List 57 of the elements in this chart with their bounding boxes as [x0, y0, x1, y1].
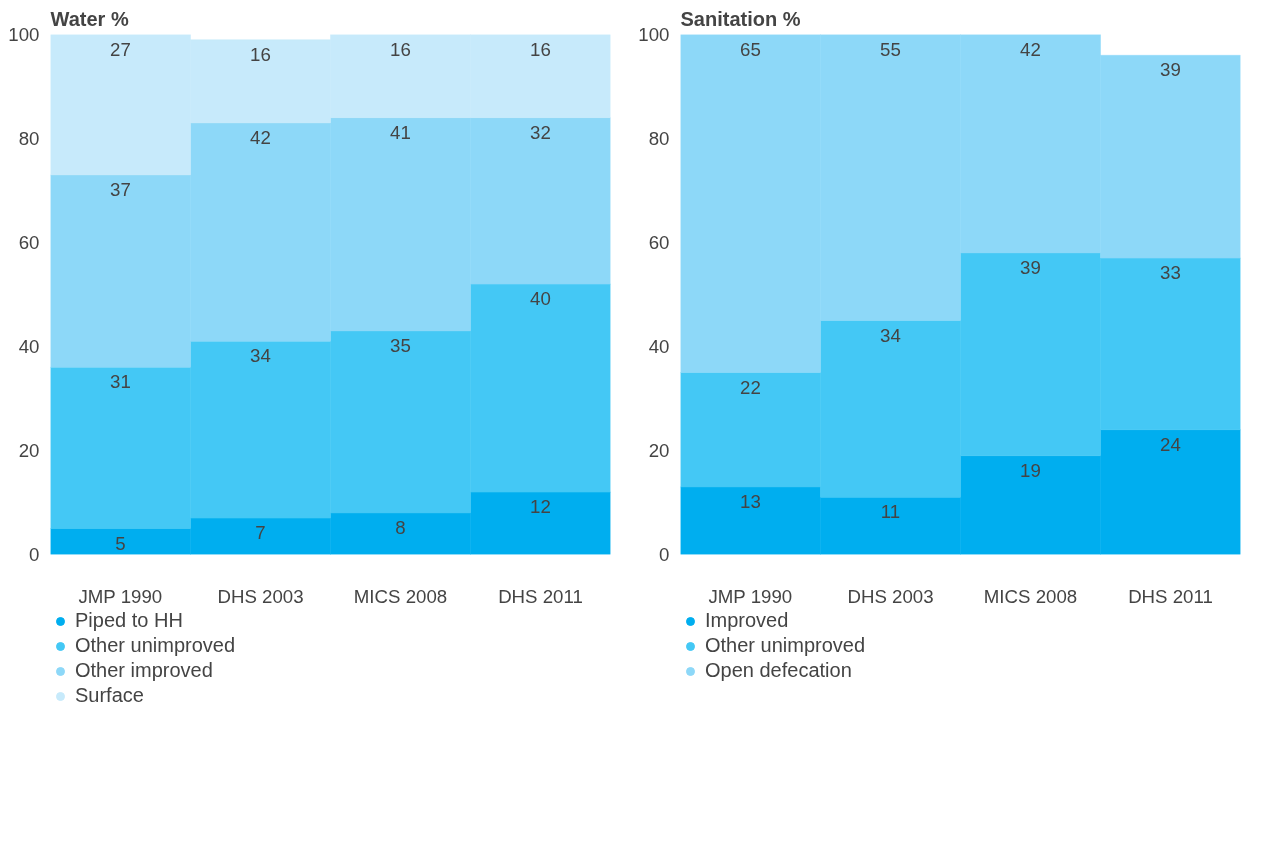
y-tick-label: 80 [18, 128, 40, 149]
data-label: 22 [740, 376, 761, 398]
chart-title: Water % [50, 7, 129, 30]
y-tick-label: 60 [18, 232, 40, 253]
data-label: 8 [395, 516, 406, 538]
data-label: 40 [530, 288, 551, 310]
data-label: 65 [740, 38, 761, 60]
x-tick-label: DHS 2011 [1128, 585, 1213, 607]
legend-label: Other unimproved [75, 634, 236, 657]
x-tick-label: DHS 2003 [217, 585, 304, 607]
y-tick-label: 100 [638, 24, 670, 45]
data-label: 34 [250, 345, 271, 367]
y-tick-label: 0 [29, 544, 40, 565]
legend-label: Other unimproved [705, 634, 866, 657]
data-label: 55 [880, 38, 901, 60]
x-tick-label: MICS 2008 [353, 585, 448, 607]
data-label: 41 [390, 121, 411, 143]
y-tick-label: 100 [8, 24, 40, 45]
data-label: 27 [110, 38, 131, 60]
y-tick-label: 80 [648, 128, 670, 149]
y-tick-label: 20 [18, 440, 40, 461]
legend-label: Surface [75, 684, 144, 707]
legend-label: Improved [705, 609, 789, 632]
data-label: 39 [1160, 59, 1181, 81]
data-label: 12 [530, 496, 551, 518]
x-tick-label: MICS 2008 [983, 585, 1078, 607]
data-label: 11 [880, 501, 901, 523]
x-tick-label: DHS 2003 [847, 585, 934, 607]
y-tick-label: 20 [648, 440, 670, 461]
data-label: 16 [530, 38, 551, 60]
x-tick-label: JMP 1990 [708, 585, 793, 607]
data-label: 13 [740, 490, 761, 512]
data-label: 32 [530, 121, 551, 143]
data-label: 16 [250, 43, 271, 65]
data-label: 42 [250, 126, 271, 148]
data-label: 33 [1160, 262, 1181, 284]
data-label: 5 [115, 532, 126, 554]
y-tick-label: 40 [648, 336, 670, 357]
data-label: 35 [390, 334, 411, 356]
legend-label: Other improved [75, 659, 213, 682]
y-tick-label: 40 [18, 336, 40, 357]
data-label: 39 [1020, 256, 1041, 278]
x-tick-label: DHS 2011 [498, 585, 583, 607]
data-label: 16 [390, 38, 411, 60]
data-label: 7 [255, 522, 266, 544]
legend-label: Piped to HH [75, 609, 183, 632]
chart-title: Sanitation % [680, 7, 801, 30]
x-tick-label: JMP 1990 [78, 585, 163, 607]
data-label: 31 [110, 371, 131, 393]
y-tick-label: 60 [648, 232, 670, 253]
data-label: 34 [880, 324, 901, 346]
data-label: 42 [1020, 38, 1041, 60]
data-label: 37 [110, 178, 131, 200]
legend-label: Open defecation [705, 659, 852, 682]
data-label: 24 [1160, 433, 1181, 455]
data-label: 19 [1020, 459, 1041, 481]
y-tick-label: 0 [659, 544, 670, 565]
